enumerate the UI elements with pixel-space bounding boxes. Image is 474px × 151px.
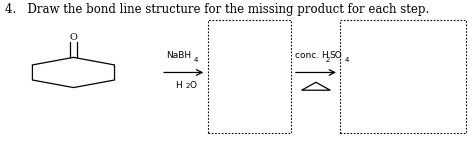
- Text: O: O: [190, 81, 197, 90]
- Text: O: O: [70, 32, 77, 42]
- Text: conc. H: conc. H: [295, 51, 329, 60]
- Bar: [208, 20, 291, 133]
- Text: 2: 2: [185, 83, 190, 89]
- Bar: [340, 20, 466, 133]
- Text: 4: 4: [194, 57, 199, 63]
- Text: SO: SO: [329, 51, 342, 60]
- Text: 2: 2: [325, 57, 329, 63]
- Text: 4.   Draw the bond line structure for the missing product for each step.: 4. Draw the bond line structure for the …: [5, 3, 429, 16]
- Text: H: H: [175, 81, 182, 90]
- Text: 4: 4: [345, 57, 349, 63]
- Text: NaBH: NaBH: [166, 51, 191, 60]
